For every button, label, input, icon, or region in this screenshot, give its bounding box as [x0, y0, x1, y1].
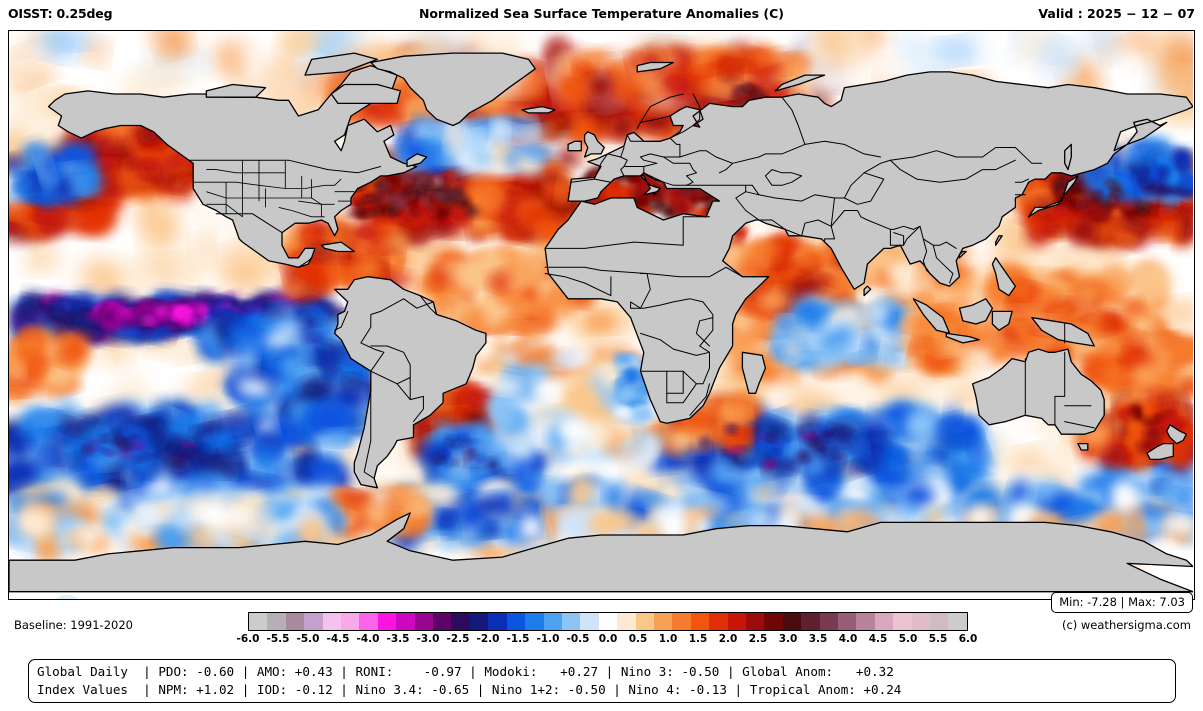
dataset-label: OISST: 0.25deg	[8, 6, 113, 21]
colorbar[interactable]: -6.0 -5.5 -5.0 -4.5 -4.0 -3.5 -3.0 -2.5 -2.0 -1.5…	[236, 612, 978, 652]
climate-index-panel: Global Daily | PDO: -0.60 | AMO: +0.43 |…	[28, 659, 1176, 703]
colorbar-gradient	[248, 612, 968, 631]
page-title: Normalized Sea Surface Temperature Anoma…	[418, 6, 785, 21]
valid-date-label: Valid : 2025 − 12 − 07	[1038, 6, 1195, 21]
header-bar: OISST: 0.25deg Normalized Sea Surface Te…	[0, 0, 1203, 28]
colorbar-tick-labels: -6.0 -5.5 -5.0 -4.5 -4.0 -3.5 -3.0 -2.5 -2.0 -1.5…	[236, 633, 978, 645]
minmax-badge: Min: -7.28 | Max: 7.03	[1051, 592, 1193, 613]
map-canvas	[9, 31, 1193, 598]
sst-anomaly-map[interactable]: WEATHER SIGMA	[8, 30, 1195, 600]
index-row-2: Index Values | NPM: +1.02 | IOD: -0.12 |…	[37, 682, 902, 697]
baseline-label: Baseline: 1991-2020	[14, 618, 133, 632]
copyright-label: (c) weathersigma.com	[1061, 618, 1191, 632]
index-row-1: Global Daily | PDO: -0.60 | AMO: +0.43 |…	[37, 664, 894, 679]
land-layer	[9, 52, 1193, 593]
